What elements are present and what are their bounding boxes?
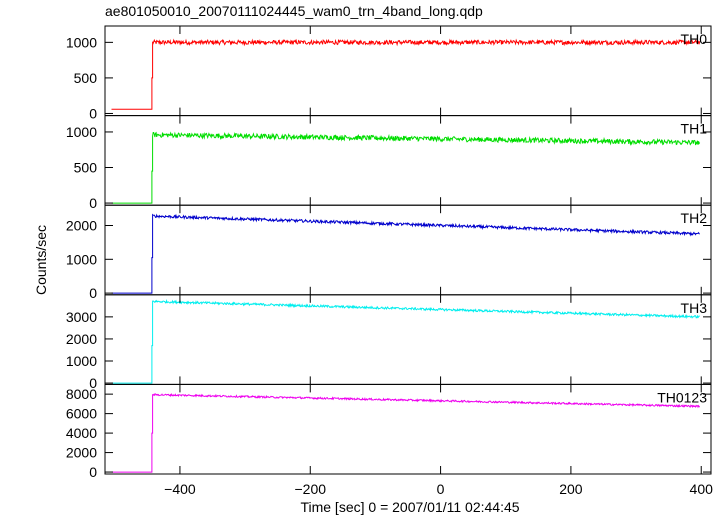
panel-frame — [104, 294, 712, 385]
panel-th0123: 0 2000 4000 6000 8000 TH0123 −400 −200 0 200 400 — [66, 383, 714, 497]
y-axis-label: Counts/sec — [33, 225, 49, 295]
y-tick-label: 0 — [89, 375, 97, 391]
series-line-th0 — [111, 38, 701, 110]
panel-th3: 0 1000 2000 3000 TH3 — [66, 294, 712, 391]
y-tick-label: 8000 — [66, 386, 97, 402]
y-tick-label: 0 — [89, 464, 97, 480]
y-tick-label: 1000 — [66, 34, 97, 50]
y-tick-label: 2000 — [66, 217, 97, 233]
x-tick-label: −200 — [294, 481, 326, 497]
x-axis-label: Time [sec] 0 = 2007/01/11 02:44:45 — [300, 499, 519, 515]
series-line-th1 — [111, 131, 701, 204]
x-tick-label: 200 — [559, 481, 583, 497]
series-label: TH2 — [681, 210, 708, 226]
y-tick-label: 4000 — [66, 425, 97, 441]
y-tick-label: 500 — [74, 160, 98, 176]
y-tick-label: 2000 — [66, 445, 97, 461]
y-tick-label: 1000 — [66, 124, 97, 140]
series-line-th0123 — [111, 392, 701, 473]
y-tick-label: 0 — [89, 285, 97, 301]
series-label: TH1 — [681, 121, 708, 137]
x-tick-label: 0 — [437, 481, 445, 497]
x-tick-label: −400 — [164, 481, 196, 497]
y-tick-label: 2000 — [66, 331, 97, 347]
series-label: TH3 — [681, 300, 708, 316]
y-tick-label: 3000 — [66, 309, 97, 325]
series-line-th3 — [111, 299, 700, 384]
panel-th0: 0 500 1000 TH0 — [66, 25, 712, 121]
panel-frame — [104, 115, 712, 206]
chart-title: ae801050010_20070111024445_wam0_trn_4ban… — [105, 3, 483, 19]
y-tick-label: 0 — [89, 195, 97, 211]
y-tick-label: 500 — [74, 70, 98, 86]
x-tick-label: 400 — [690, 481, 714, 497]
series-line-th2 — [111, 213, 700, 294]
series-label: TH0123 — [657, 389, 707, 405]
y-tick-label: 0 — [89, 105, 97, 121]
y-tick-label: 1000 — [66, 251, 97, 267]
panel-frame — [104, 383, 712, 475]
y-tick-label: 1000 — [66, 353, 97, 369]
series-label: TH0 — [681, 31, 708, 47]
y-tick-label: 6000 — [66, 406, 97, 422]
panel-th2: 0 1000 2000 TH2 — [66, 204, 712, 301]
panel-th1: 0 500 1000 TH1 — [66, 115, 712, 211]
panel-frame — [104, 25, 712, 117]
